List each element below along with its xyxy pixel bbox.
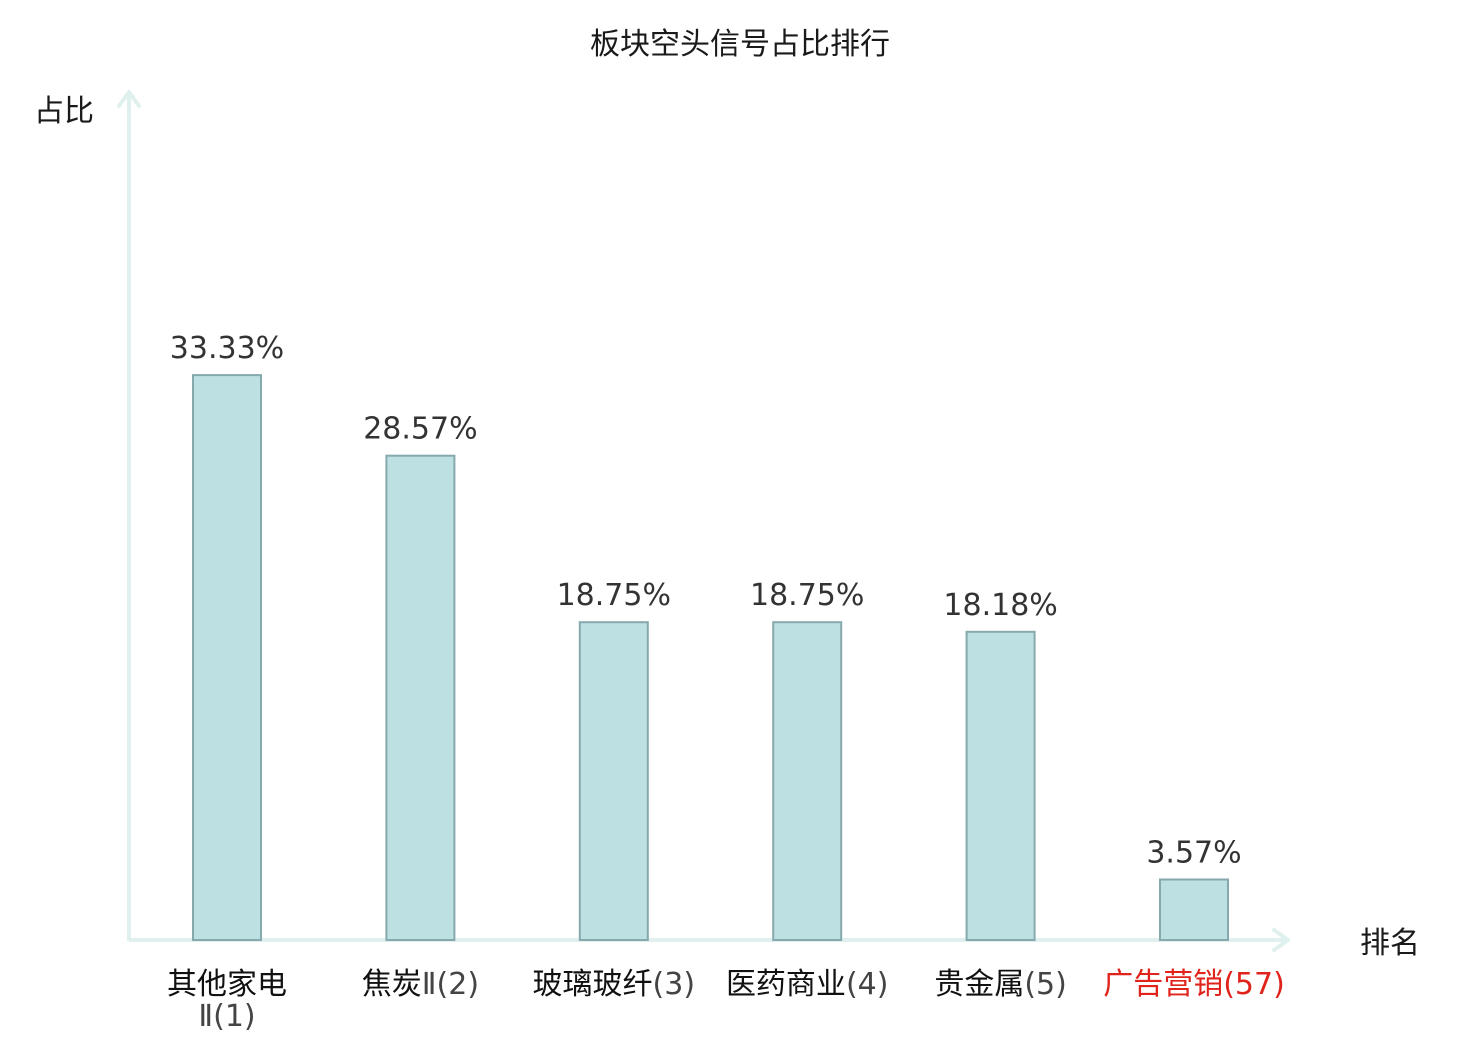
category-rank-2: Ⅱ(2): [422, 967, 479, 1002]
category-rank-3: (3): [653, 967, 696, 1002]
category-name-2: 焦炭: [362, 967, 422, 1002]
value-labels-layer: 33.33% 28.57% 18.75% 18.75% 18.18% 3.57%: [170, 331, 1242, 870]
bars-layer: [192, 374, 1229, 942]
bar-6: [1159, 878, 1229, 941]
category-label-4: 医药商业(4): [726, 967, 889, 1002]
bar-1: [192, 374, 262, 942]
bar-2: [385, 454, 456, 941]
value-label-5: 18.18%: [943, 588, 1057, 623]
chart-title: 板块空头信号占比排行: [590, 27, 890, 62]
x-axis: 排名: [129, 926, 1420, 961]
y-axis-label: 占比: [34, 94, 94, 129]
category-rank-6: (57): [1223, 967, 1285, 1002]
category-label-3: 玻璃玻纤(3): [533, 967, 696, 1002]
x-axis-label: 排名: [1360, 926, 1420, 961]
y-axis: 占比: [34, 90, 141, 941]
y-axis-arrow-icon: [117, 90, 141, 108]
bar-4: [772, 621, 843, 941]
x-axis-arrow-icon: [1272, 928, 1290, 952]
category-label-5: 贵金属(5): [934, 967, 1067, 1002]
category-rank-1: Ⅱ(1): [198, 999, 255, 1034]
category-name-5: 贵金属: [934, 967, 1024, 1002]
category-label-6: 广告营销(57): [1103, 967, 1285, 1002]
category-label-1: 其他家电: [167, 967, 287, 1002]
value-label-1: 33.33%: [170, 331, 284, 366]
category-name-3: 玻璃玻纤: [533, 967, 653, 1002]
value-label-2: 28.57%: [363, 412, 477, 447]
category-rank-5: (5): [1024, 967, 1067, 1002]
category-name-6: 广告营销: [1103, 967, 1223, 1002]
category-name-4: 医药商业: [726, 967, 846, 1002]
value-label-4: 18.75%: [750, 578, 864, 613]
category-label-2: 焦炭Ⅱ(2): [362, 967, 479, 1002]
category-rank-4: (4): [846, 967, 889, 1002]
value-label-3: 18.75%: [557, 578, 671, 613]
bar-3: [578, 621, 649, 941]
value-label-6: 3.57%: [1146, 836, 1241, 871]
bar-5: [965, 630, 1036, 941]
